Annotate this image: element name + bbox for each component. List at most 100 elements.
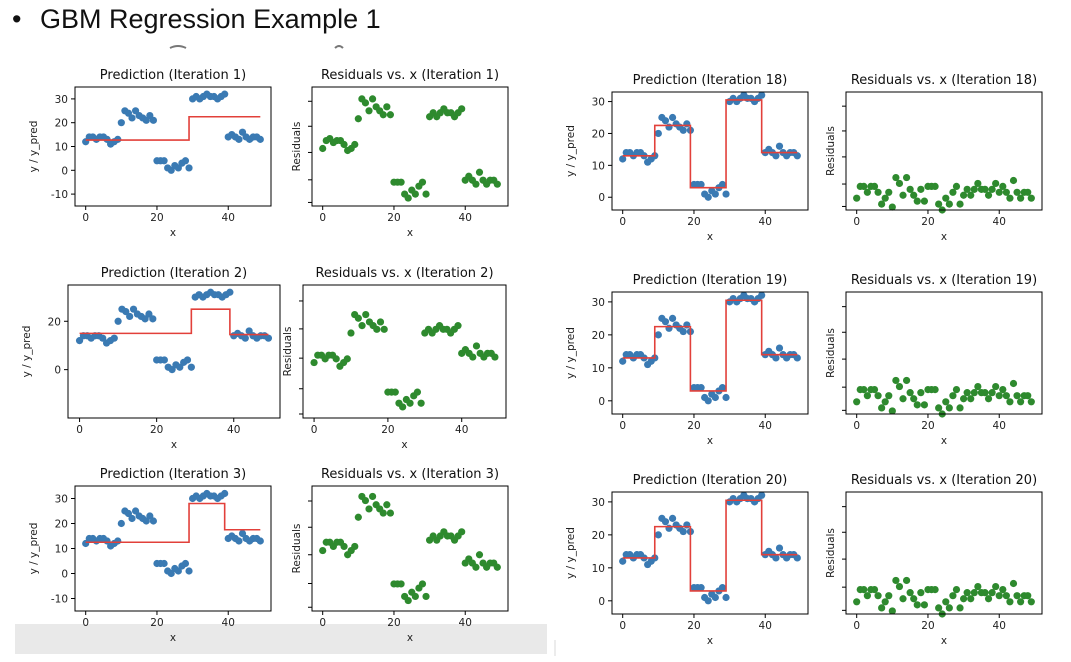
data-point bbox=[99, 334, 107, 342]
x-tick-label: 40 bbox=[222, 617, 235, 629]
chart-res19: Residuals vs. x (Iteration 19) 0 20 40 x Resi… bbox=[825, 273, 1043, 447]
residual-point bbox=[935, 604, 943, 612]
x-tick-label: 0 bbox=[311, 424, 318, 436]
residual-point bbox=[952, 386, 961, 394]
y-tick-label: 10 bbox=[55, 544, 68, 556]
y-axis-label: y / y_pred bbox=[21, 326, 33, 378]
plot-frame bbox=[74, 86, 272, 207]
residual-point bbox=[974, 382, 982, 391]
residual-point bbox=[974, 582, 982, 591]
residual-point bbox=[942, 598, 950, 606]
residual-point bbox=[999, 386, 1007, 394]
y-axis-label: Residuals bbox=[291, 122, 303, 172]
residual-point bbox=[475, 168, 484, 176]
residual-point bbox=[949, 392, 957, 400]
residual-point bbox=[404, 596, 412, 605]
chart-title: Residuals vs. x (Iteration 3) bbox=[321, 467, 499, 482]
residual-point bbox=[365, 505, 373, 513]
data-point bbox=[75, 337, 84, 345]
residual-point bbox=[931, 386, 939, 394]
residual-point bbox=[931, 182, 939, 190]
chart-pred18: Prediction (Iteration 18) 0 20 40 0 10 20 30 x y … bbox=[565, 73, 809, 243]
residual-point bbox=[895, 382, 904, 391]
residual-point bbox=[379, 111, 387, 119]
residual-point bbox=[881, 398, 889, 406]
y-tick-label: -10 bbox=[51, 189, 68, 201]
x-tick-label: 40 bbox=[759, 216, 772, 228]
data-point bbox=[142, 517, 150, 525]
data-point bbox=[129, 305, 138, 313]
data-point bbox=[176, 363, 184, 371]
data-point bbox=[679, 327, 687, 336]
residual-point bbox=[1024, 188, 1032, 196]
data-point bbox=[619, 357, 627, 365]
residual-point bbox=[1013, 392, 1021, 400]
data-point bbox=[167, 569, 175, 578]
chart-title: Residuals vs. x (Iteration 18) bbox=[851, 73, 1037, 88]
data-point bbox=[758, 291, 766, 299]
residual-point bbox=[995, 188, 1003, 196]
chart-title: Residuals vs. x (Iteration 1) bbox=[321, 68, 499, 83]
residual-point bbox=[472, 342, 481, 350]
residual-point bbox=[984, 595, 993, 603]
x-tick-label: 20 bbox=[150, 212, 163, 224]
data-point bbox=[775, 344, 784, 352]
data-point bbox=[117, 119, 125, 127]
data-point bbox=[185, 164, 193, 172]
data-point bbox=[683, 120, 691, 128]
data-point bbox=[683, 521, 691, 529]
residual-point bbox=[874, 592, 882, 600]
y-tick-label: 0 bbox=[598, 192, 605, 204]
data-point bbox=[221, 489, 229, 498]
residual-point bbox=[1017, 398, 1025, 406]
chart-res20: Residuals vs. x (Iteration 20) 0 20 40 x Resi… bbox=[825, 473, 1043, 647]
residual-point bbox=[963, 185, 971, 193]
data-point bbox=[185, 567, 193, 575]
residual-point bbox=[970, 389, 978, 397]
data-point bbox=[758, 491, 766, 499]
data-point bbox=[183, 356, 192, 364]
chart-pred1: Prediction (Iteration 1) 0 20 40 -10 0 10 20 30 x… bbox=[28, 68, 272, 239]
residual-point bbox=[885, 392, 893, 400]
data-point bbox=[697, 384, 705, 392]
x-axis-label: x bbox=[941, 231, 947, 243]
residual-point bbox=[888, 203, 896, 211]
data-point bbox=[145, 310, 153, 318]
x-tick-label: 0 bbox=[82, 617, 89, 629]
x-tick-label: 40 bbox=[759, 420, 772, 432]
residual-point bbox=[892, 576, 900, 585]
residual-point bbox=[913, 401, 921, 409]
residual-point bbox=[981, 185, 989, 193]
x-tick-label: 20 bbox=[387, 617, 400, 629]
residual-point bbox=[910, 595, 918, 603]
data-point bbox=[793, 152, 801, 160]
x-tick-label: 20 bbox=[150, 617, 163, 629]
y-tick-label: 10 bbox=[592, 160, 605, 172]
data-point bbox=[668, 113, 677, 122]
x-tick-label: 0 bbox=[619, 620, 626, 632]
residual-point bbox=[881, 598, 889, 606]
residual-point bbox=[931, 586, 939, 594]
data-point bbox=[697, 584, 705, 592]
x-tick-label: 20 bbox=[387, 212, 400, 224]
chart-title: Residuals vs. x (Iteration 19) bbox=[851, 273, 1037, 288]
data-point bbox=[772, 354, 780, 362]
chart-title: Residuals vs. x (Iteration 2) bbox=[315, 266, 493, 281]
residual-point bbox=[491, 353, 499, 361]
residual-point bbox=[860, 586, 868, 594]
residual-point bbox=[853, 398, 861, 406]
residual-point bbox=[970, 185, 978, 193]
plot-frame bbox=[302, 284, 507, 419]
residual-point bbox=[999, 182, 1007, 190]
residual-point bbox=[386, 509, 394, 517]
residual-point bbox=[351, 542, 359, 551]
y-tick-label: 0 bbox=[598, 596, 605, 608]
chart-title: Prediction (Iteration 2) bbox=[101, 266, 247, 281]
residual-point bbox=[899, 191, 907, 199]
residual-point bbox=[361, 496, 370, 505]
residual-point bbox=[1009, 379, 1018, 388]
residual-point bbox=[1017, 194, 1025, 202]
data-point bbox=[226, 288, 234, 296]
residual-point bbox=[343, 355, 351, 363]
residual-point bbox=[945, 604, 953, 612]
